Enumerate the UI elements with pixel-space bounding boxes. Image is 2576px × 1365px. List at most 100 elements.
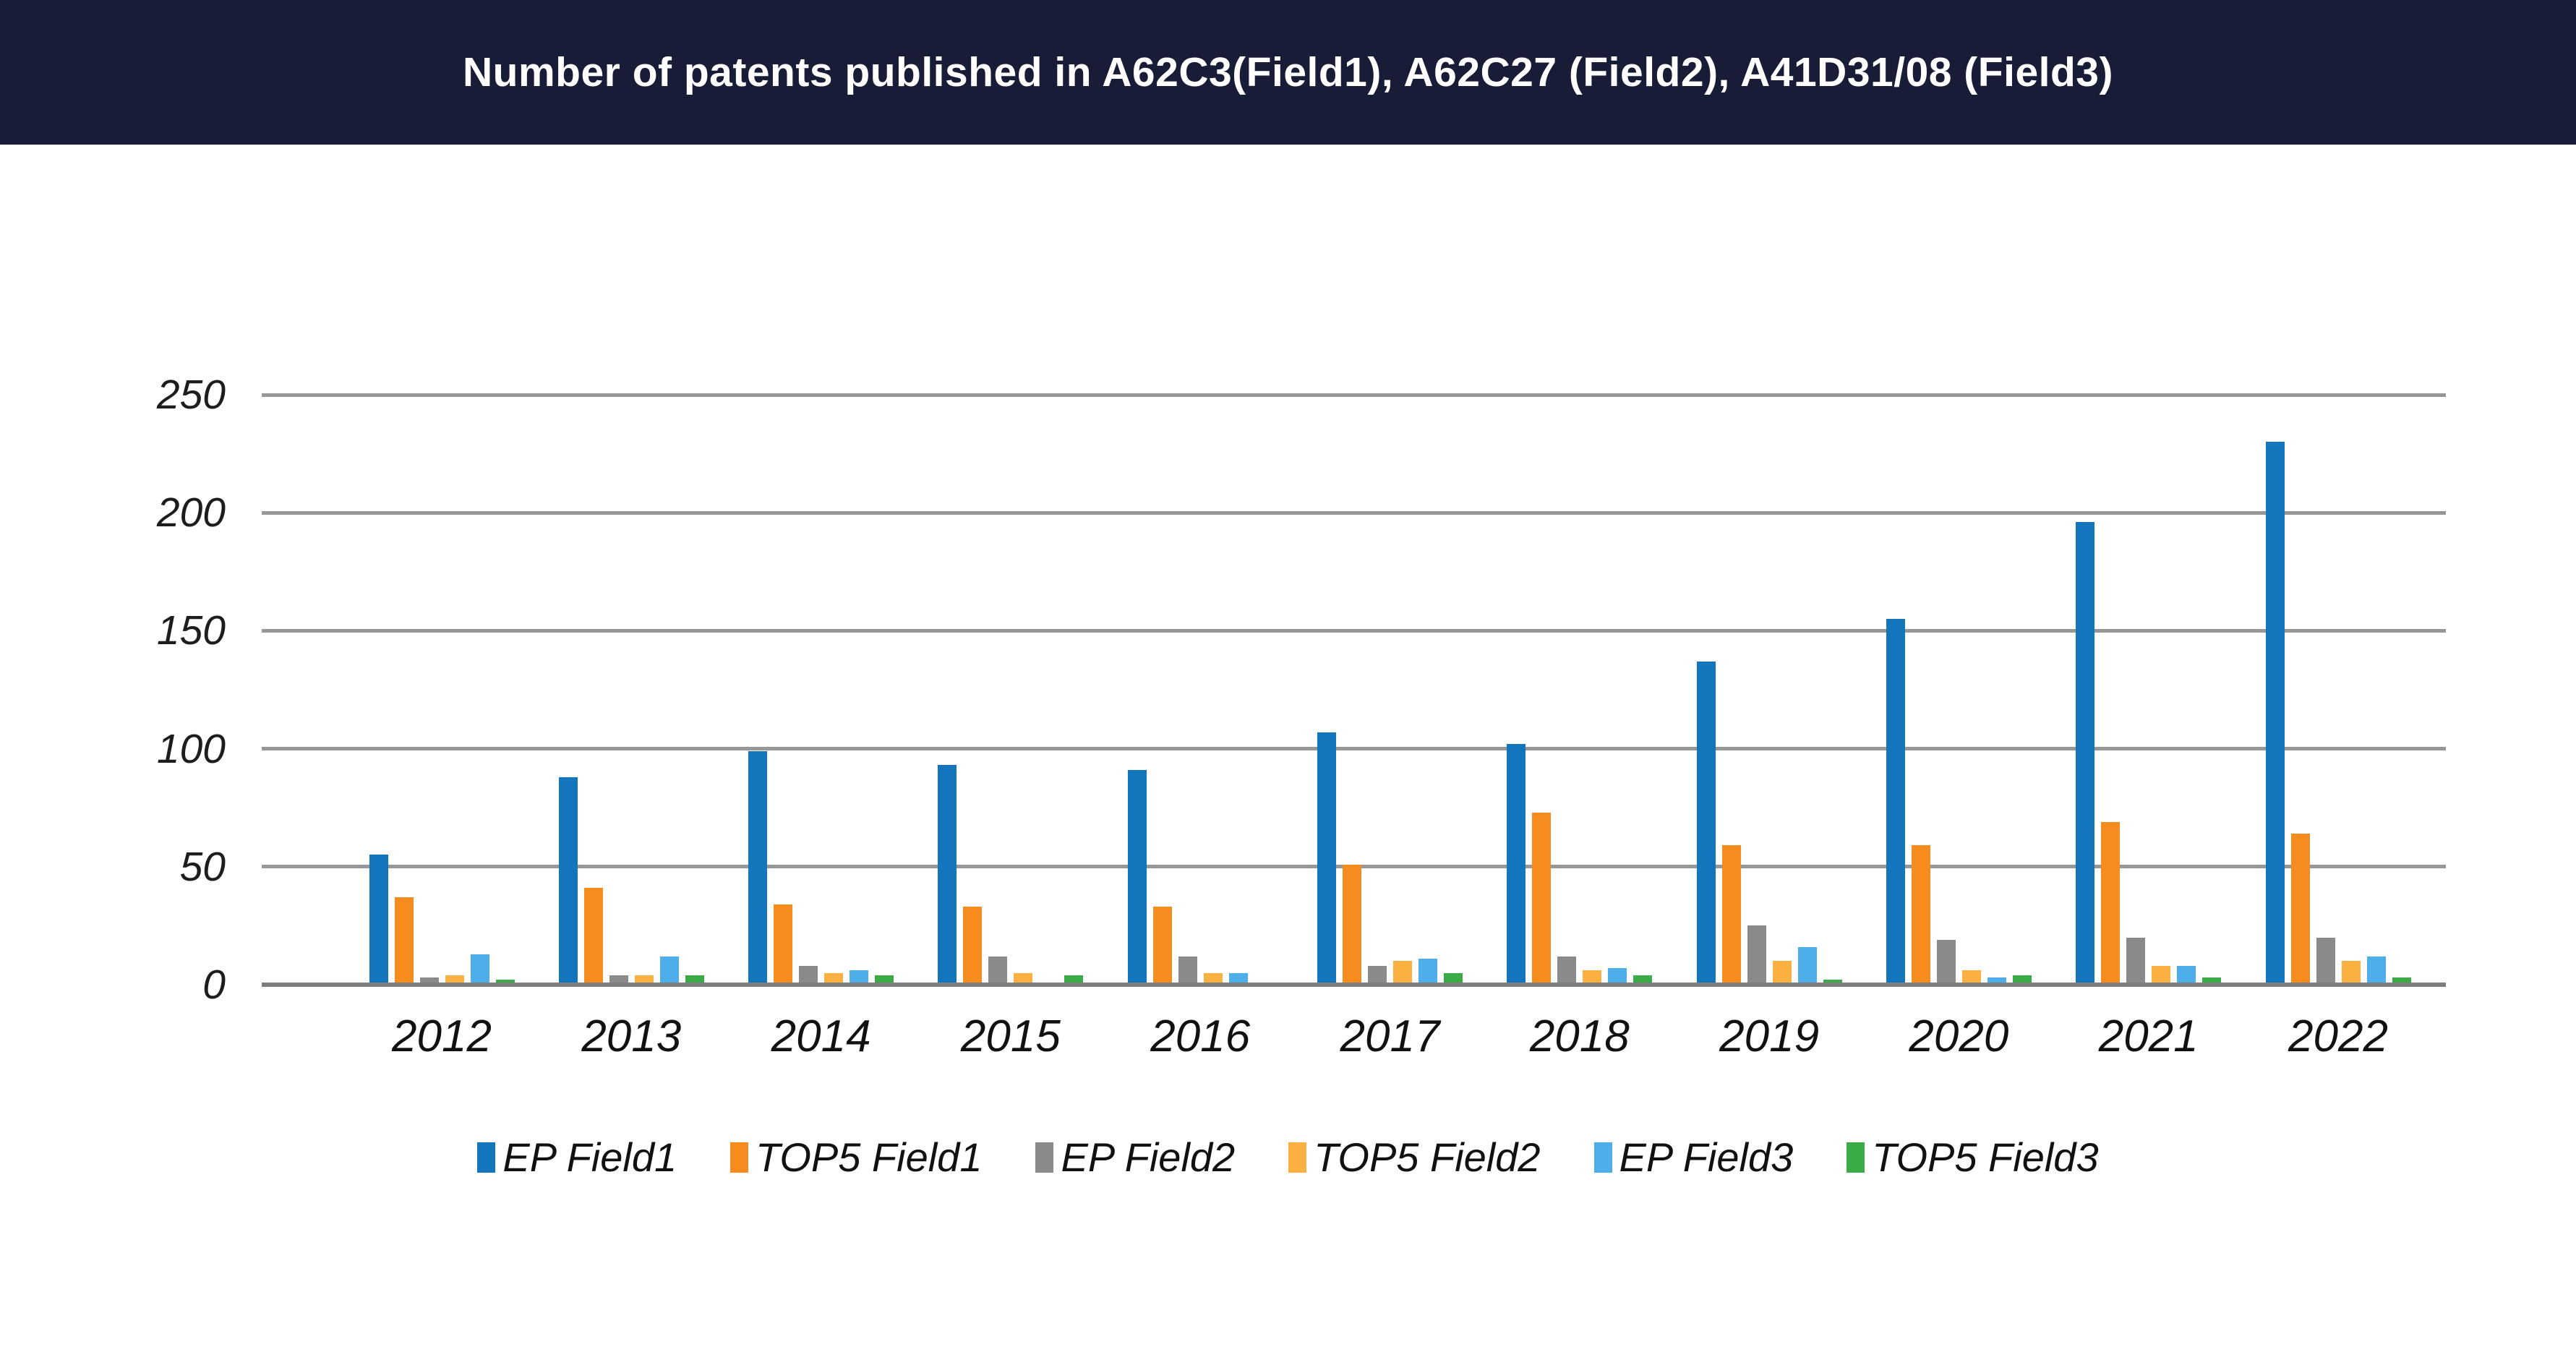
bar-ep-field3-2012 <box>470 954 489 985</box>
legend-marker-icon-top5-field1 <box>730 1142 749 1173</box>
x-axis-label-2017: 2017 <box>1340 1011 1440 1061</box>
page-title: Number of patents published in A62C3(Fie… <box>463 49 2113 95</box>
bar-ep-field1-2013 <box>558 777 578 985</box>
x-axis-line <box>262 983 2446 987</box>
bar-top5-field2-2015 <box>1014 973 1033 985</box>
bar-top5-field3-2013 <box>685 975 704 985</box>
bar-ep-field2-2019 <box>1747 925 1766 985</box>
bar-top5-field3-2012 <box>495 980 515 985</box>
legend-label-top5-field3: TOP5 Field3 <box>1872 1134 2099 1180</box>
plot-area <box>262 393 2446 987</box>
legend-label-ep-field2: EP Field2 <box>1061 1134 1236 1180</box>
bar-top5-field3-2020 <box>2012 975 2032 985</box>
bar-top5-field1-2022 <box>2290 834 2310 985</box>
bar-cluster-2019 <box>1696 395 1842 985</box>
bar-top5-field1-2015 <box>963 907 983 985</box>
bar-ep-field3-2019 <box>1797 947 1817 985</box>
bar-ep-field2-2012 <box>419 977 439 985</box>
bar-top5-field2-2018 <box>1583 970 1602 985</box>
bar-ep-field1-2014 <box>748 751 768 985</box>
legend-label-top5-field2: TOP5 Field2 <box>1314 1134 1541 1180</box>
y-axis-tick-label: 50 <box>179 843 226 890</box>
bar-top5-field3-2017 <box>1444 973 1463 985</box>
bar-cluster-2020 <box>1886 395 2032 985</box>
bar-cluster-2014 <box>748 395 894 985</box>
bar-top5-field2-2014 <box>824 973 844 985</box>
y-axis-tick-label: 150 <box>156 607 226 654</box>
bar-top5-field1-2019 <box>1721 845 1741 985</box>
bar-top5-field3-2022 <box>2392 977 2411 985</box>
x-axis-label-2020: 2020 <box>1909 1011 2009 1061</box>
bar-ep-field2-2017 <box>1368 966 1387 985</box>
bar-top5-field1-2016 <box>1152 907 1172 985</box>
bar-top5-field1-2018 <box>1532 813 1552 985</box>
bar-top5-field1-2013 <box>583 888 603 985</box>
y-axis-tick-label: 250 <box>156 372 226 418</box>
x-axis-label-2022: 2022 <box>2288 1011 2388 1061</box>
bar-ep-field1-2022 <box>2265 442 2285 985</box>
bar-ep-field1-2020 <box>1886 619 1905 985</box>
bar-top5-field3-2018 <box>1633 975 1653 985</box>
bar-top5-field2-2016 <box>1203 973 1223 985</box>
bar-top5-field1-2014 <box>774 904 793 985</box>
legend-label-ep-field1: EP Field1 <box>502 1134 677 1180</box>
bar-ep-field2-2022 <box>2316 938 2335 985</box>
bar-ep-field3-2013 <box>659 957 679 985</box>
bar-ep-field1-2019 <box>1696 662 1716 985</box>
x-axis-label-2018: 2018 <box>1529 1011 1630 1061</box>
legend-item-ep-field1: EP Field1 <box>477 1134 677 1181</box>
gridline-200 <box>262 510 2446 515</box>
bar-ep-field1-2017 <box>1317 732 1336 985</box>
legend-item-top5-field3: TOP5 Field3 <box>1847 1134 2099 1181</box>
bar-top5-field3-2015 <box>1064 975 1084 985</box>
bar-ep-field2-2013 <box>609 975 628 985</box>
bar-ep-field1-2021 <box>2076 522 2095 985</box>
legend-label-ep-field3: EP Field3 <box>1619 1134 1794 1180</box>
x-axis-label-2013: 2013 <box>581 1011 682 1061</box>
bar-top5-field1-2020 <box>1911 845 1930 985</box>
y-axis-tick-label: 100 <box>156 725 226 772</box>
legend-marker-icon-top5-field2 <box>1288 1142 1307 1173</box>
bar-top5-field1-2012 <box>394 897 414 985</box>
legend-marker-icon-ep-field2 <box>1035 1142 1054 1173</box>
bar-top5-field1-2021 <box>2101 822 2121 985</box>
bar-top5-field2-2019 <box>1772 961 1792 985</box>
x-axis-label-2019: 2019 <box>1719 1011 1820 1061</box>
legend-item-top5-field2: TOP5 Field2 <box>1288 1134 1541 1181</box>
bar-ep-field2-2021 <box>2126 938 2146 985</box>
bar-top5-field2-2020 <box>1961 970 1981 985</box>
bar-cluster-2018 <box>1507 395 1653 985</box>
bar-ep-field1-2012 <box>369 855 388 985</box>
legend-marker-icon-ep-field3 <box>1593 1142 1612 1173</box>
bar-ep-field3-2014 <box>850 970 869 985</box>
bar-ep-field2-2014 <box>799 966 818 985</box>
bar-cluster-2021 <box>2076 395 2222 985</box>
bar-ep-field2-2016 <box>1178 957 1197 985</box>
legend: EP Field1 TOP5 Field1 EP Field2 TOP5 Field2… <box>0 1134 2576 1181</box>
bar-ep-field3-2018 <box>1608 968 1627 985</box>
bar-cluster-2012 <box>369 395 515 985</box>
bar-top5-field1-2017 <box>1343 865 1361 985</box>
bar-ep-field3-2022 <box>2366 957 2386 985</box>
bar-ep-field3-2016 <box>1228 973 1248 985</box>
x-axis-label-2015: 2015 <box>960 1011 1061 1061</box>
x-axis-label-2016: 2016 <box>1150 1011 1251 1061</box>
legend-item-ep-field3: EP Field3 <box>1593 1134 1794 1181</box>
bar-cluster-2017 <box>1317 395 1463 985</box>
legend-marker-icon-top5-field3 <box>1847 1142 1865 1173</box>
bar-top5-field2-2012 <box>445 975 464 985</box>
bar-top5-field3-2019 <box>1823 980 1842 985</box>
bar-top5-field2-2022 <box>2341 961 2361 985</box>
legend-label-top5-field1: TOP5 Field1 <box>756 1134 983 1180</box>
bar-cluster-2013 <box>558 395 704 985</box>
title-bar: Number of patents published in A62C3(Fie… <box>0 0 2576 145</box>
bar-top5-field3-2014 <box>875 975 894 985</box>
legend-marker-icon-ep-field1 <box>477 1142 496 1173</box>
bar-top5-field2-2013 <box>634 975 654 985</box>
legend-item-top5-field1: TOP5 Field1 <box>730 1134 982 1181</box>
y-axis-tick-label: 200 <box>156 489 226 536</box>
legend-item-ep-field2: EP Field2 <box>1035 1134 1235 1181</box>
x-axis-label-2012: 2012 <box>392 1011 492 1061</box>
gridline-150 <box>262 628 2446 633</box>
